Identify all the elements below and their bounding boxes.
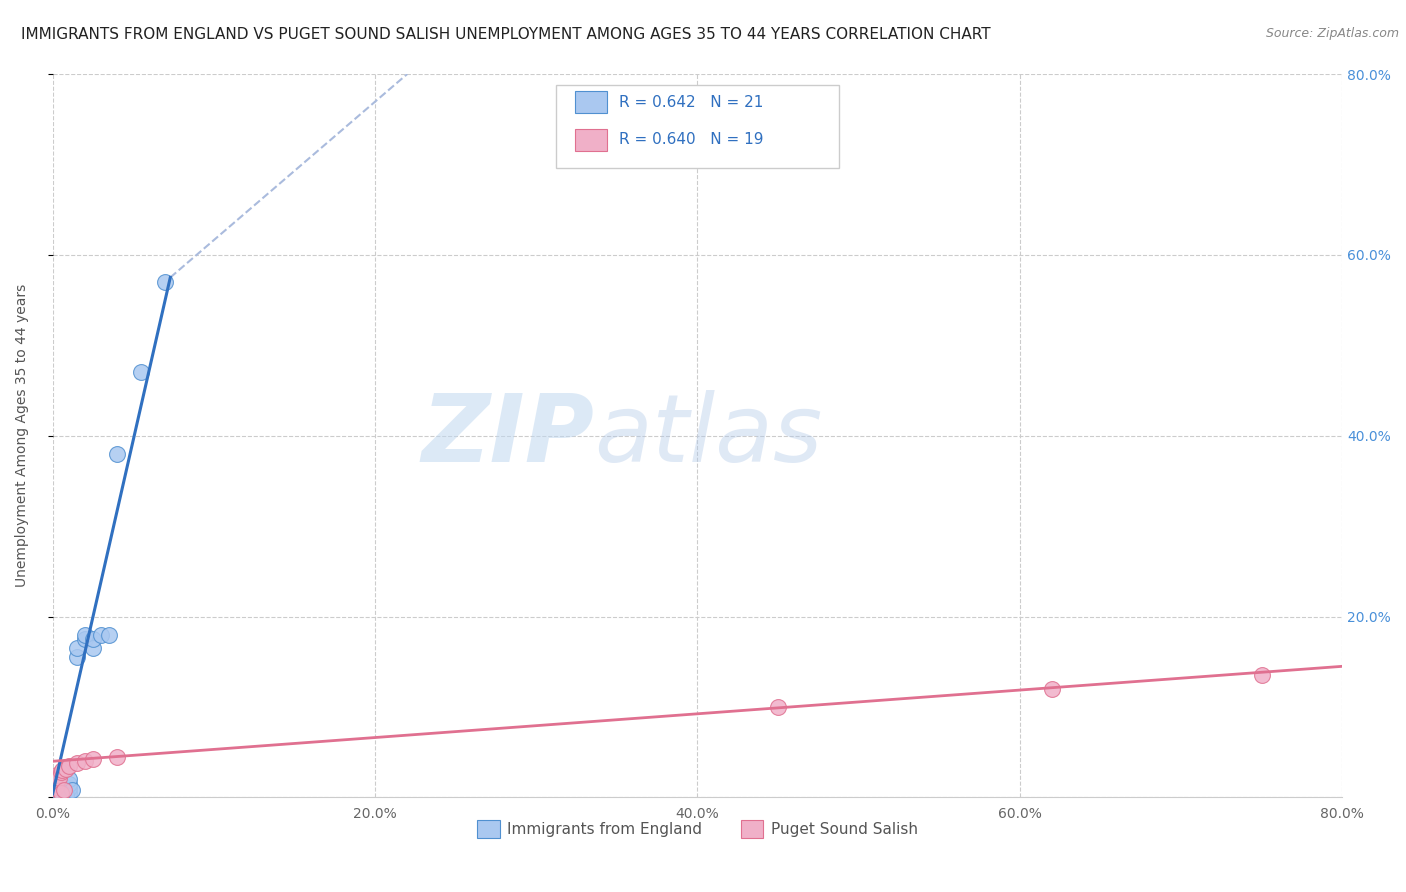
- Text: Source: ZipAtlas.com: Source: ZipAtlas.com: [1265, 27, 1399, 40]
- Point: [46, 768, 69, 782]
- Point: [73, 754, 96, 768]
- Point: [82, 632, 104, 647]
- Point: [105, 447, 128, 461]
- Point: [49, 781, 72, 796]
- Point: [49, 786, 72, 800]
- Point: [52, 783, 75, 797]
- Point: [49, 789, 72, 803]
- Point: [66, 756, 89, 770]
- Text: atlas: atlas: [595, 390, 823, 481]
- Point: [49, 777, 72, 791]
- Point: [98, 628, 121, 642]
- Text: R = 0.642   N = 21: R = 0.642 N = 21: [619, 95, 763, 110]
- Point: [58, 786, 80, 800]
- Text: R = 0.640   N = 19: R = 0.640 N = 19: [619, 132, 763, 147]
- Point: [129, 366, 152, 380]
- Point: [44, 777, 66, 791]
- FancyBboxPatch shape: [555, 85, 839, 168]
- Point: [155, 275, 177, 289]
- Point: [105, 749, 128, 764]
- Point: [58, 759, 80, 773]
- Point: [766, 700, 789, 714]
- Point: [45, 780, 67, 794]
- Legend: Immigrants from England, Puget Sound Salish: Immigrants from England, Puget Sound Sal…: [471, 814, 924, 844]
- Point: [55, 762, 77, 776]
- Point: [66, 650, 89, 665]
- Point: [1250, 668, 1272, 682]
- Point: [49, 765, 72, 780]
- Point: [60, 783, 83, 797]
- Point: [55, 788, 77, 802]
- Text: ZIP: ZIP: [422, 390, 595, 482]
- Bar: [575, 91, 607, 113]
- Point: [82, 641, 104, 656]
- Point: [66, 641, 89, 656]
- Point: [48, 771, 70, 785]
- Point: [58, 772, 80, 787]
- Text: IMMIGRANTS FROM ENGLAND VS PUGET SOUND SALISH UNEMPLOYMENT AMONG AGES 35 TO 44 Y: IMMIGRANTS FROM ENGLAND VS PUGET SOUND S…: [21, 27, 991, 42]
- Point: [90, 628, 112, 642]
- Point: [73, 628, 96, 642]
- Point: [41, 781, 63, 796]
- Y-axis label: Unemployment Among Ages 35 to 44 years: Unemployment Among Ages 35 to 44 years: [15, 285, 30, 587]
- Point: [49, 786, 72, 800]
- Point: [58, 781, 80, 796]
- Point: [46, 774, 69, 789]
- Point: [1040, 681, 1063, 696]
- Point: [51, 764, 73, 778]
- Point: [82, 752, 104, 766]
- Bar: [575, 129, 607, 151]
- Point: [58, 777, 80, 791]
- Point: [73, 632, 96, 647]
